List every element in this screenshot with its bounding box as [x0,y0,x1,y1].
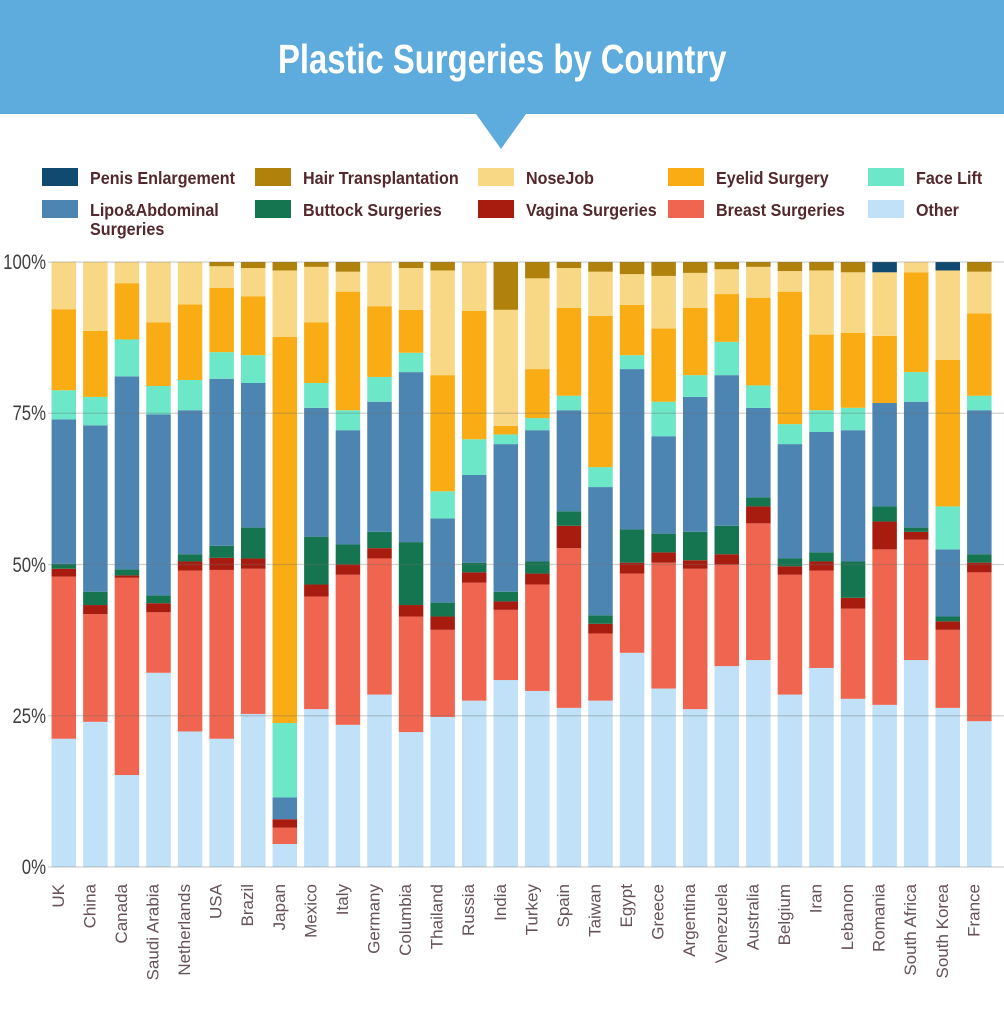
svg-text:South Africa: South Africa [901,883,920,975]
svg-text:50%: 50% [12,554,46,577]
svg-text:UK: UK [49,883,68,907]
svg-text:Columbia: Columbia [396,883,415,955]
svg-text:Romania: Romania [870,883,889,952]
svg-text:Russia: Russia [459,883,478,936]
svg-text:Argentina: Argentina [680,883,699,956]
svg-text:USA: USA [207,883,226,919]
svg-text:South Korea: South Korea [933,883,952,978]
svg-text:India: India [491,883,510,920]
svg-text:France: France [964,884,983,937]
svg-text:Spain: Spain [554,884,573,927]
svg-text:China: China [80,883,99,928]
svg-text:Iran: Iran [806,884,825,913]
svg-text:75%: 75% [12,402,46,425]
svg-text:Germany: Germany [365,884,384,954]
svg-text:Venezuela: Venezuela [712,883,731,963]
svg-text:Turkey: Turkey [522,884,541,936]
svg-text:Canada: Canada [112,883,131,943]
svg-text:0%: 0% [22,856,46,879]
svg-text:Japan: Japan [270,884,289,930]
svg-text:Egypt: Egypt [617,884,636,928]
svg-text:Australia: Australia [743,883,762,950]
svg-text:Lebanon: Lebanon [838,884,857,950]
svg-text:100%: 100% [3,251,46,274]
svg-text:Netherlands: Netherlands [175,884,194,976]
svg-text:Italy: Italy [333,884,352,916]
svg-text:Saudi Arabia: Saudi Arabia [144,883,163,980]
svg-text:Thailand: Thailand [428,884,447,949]
svg-text:Greece: Greece [649,884,668,940]
svg-text:Taiwan: Taiwan [585,884,604,937]
svg-text:Brazil: Brazil [238,884,257,927]
svg-text:Belgium: Belgium [775,884,794,945]
svg-text:Mexico: Mexico [301,884,320,938]
svg-text:25%: 25% [12,705,46,728]
